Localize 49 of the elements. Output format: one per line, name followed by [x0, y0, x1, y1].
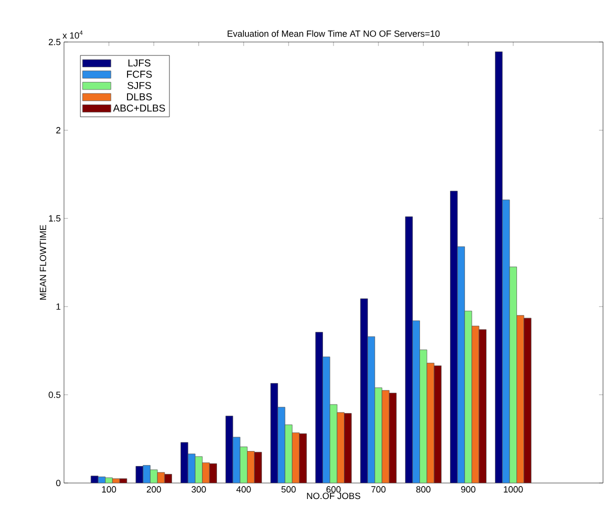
bar	[412, 320, 420, 483]
x-axis-title: NO.OF JOBS	[307, 492, 360, 500]
bar	[270, 383, 278, 483]
bar	[509, 266, 517, 483]
x-tick-label: 100	[102, 486, 116, 493]
bar	[434, 365, 442, 483]
x-tick-label: 900	[461, 486, 476, 493]
bar	[502, 200, 510, 483]
y-tick-label: 2.5	[48, 38, 60, 46]
legend-label: FCFS	[127, 70, 152, 78]
bar	[420, 350, 428, 483]
bar	[450, 190, 458, 483]
bar	[405, 216, 413, 483]
bar	[367, 336, 376, 483]
x-tick-label: 1000	[504, 486, 523, 493]
bar	[426, 362, 434, 483]
bar	[316, 332, 323, 483]
y-tick-label: 1.5	[49, 215, 60, 222]
x-tick-label: 500	[281, 486, 296, 493]
bar	[472, 326, 480, 483]
y-tick-label: 0	[56, 480, 60, 486]
x-tick-label: 700	[371, 486, 386, 493]
text: x 10$^{4}$	[62, 30, 83, 39]
x-tick-label: 600	[326, 486, 341, 493]
chart-title: Evaluation of Mean Flow Time AT NO OF Servers=10	[228, 30, 440, 37]
bar	[382, 390, 390, 483]
bar	[524, 318, 532, 483]
y-axis-title: MEAN FLOWTIME	[40, 225, 46, 300]
legend-label: ABC+DLBS	[113, 104, 165, 112]
x-tick-label: 300	[192, 486, 206, 493]
bar	[457, 246, 465, 483]
legend-label: SJFS	[128, 82, 151, 90]
y-tick-label: 2	[56, 127, 60, 134]
bar	[330, 404, 338, 483]
bar	[478, 329, 486, 483]
legend-label: LJFS	[128, 59, 150, 66]
bar	[374, 388, 382, 483]
bar	[495, 52, 503, 483]
legend-label: DLBS	[127, 93, 152, 100]
y-tick-label: 0.5	[48, 392, 60, 398]
x-tick-label: 400	[236, 486, 251, 493]
x-tick-label: 200	[146, 486, 161, 493]
bar	[464, 310, 472, 483]
y-tick-label: 1	[56, 304, 60, 310]
bar	[516, 315, 524, 483]
bar	[344, 413, 352, 483]
x-tick-label: 800	[416, 486, 430, 493]
bar	[322, 356, 330, 483]
bar	[360, 298, 368, 483]
